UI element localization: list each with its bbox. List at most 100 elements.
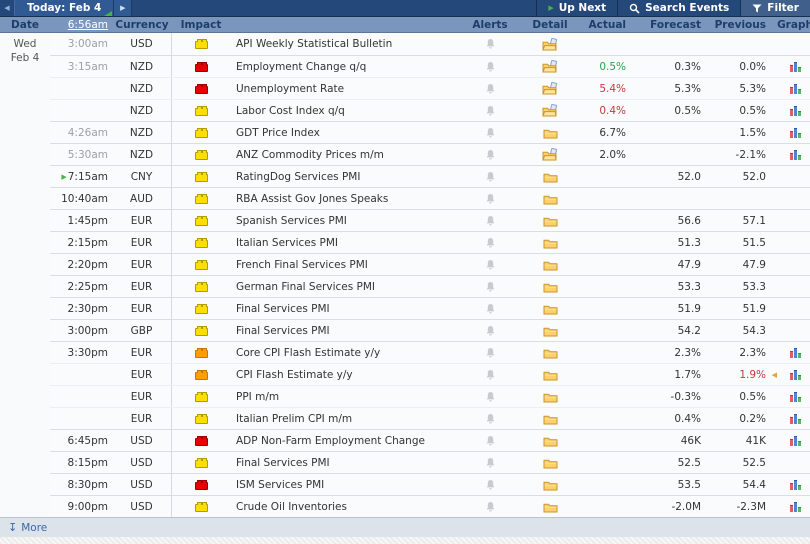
- detail-button[interactable]: [520, 276, 580, 297]
- alert-bell-icon[interactable]: [485, 347, 496, 359]
- detail-button[interactable]: [520, 122, 580, 143]
- event-title[interactable]: API Weekly Statistical Bulletin: [236, 38, 393, 50]
- detail-button[interactable]: [520, 496, 580, 517]
- search-events-button[interactable]: Search Events: [617, 0, 740, 16]
- event-title[interactable]: Italian Services PMI: [236, 236, 339, 249]
- graph-icon[interactable]: [789, 105, 801, 116]
- detail-button[interactable]: [520, 386, 580, 407]
- detail-button[interactable]: [520, 166, 580, 187]
- detail-button[interactable]: [520, 232, 580, 253]
- event-title[interactable]: RatingDog Services PMI: [236, 170, 361, 183]
- graph-icon[interactable]: [789, 501, 801, 512]
- event-title[interactable]: PPI m/m: [236, 390, 280, 403]
- event-time: 2:25pm: [67, 280, 108, 293]
- detail-button[interactable]: [520, 320, 580, 341]
- alert-bell-icon[interactable]: [485, 391, 496, 403]
- forecast-value: 0.4%: [674, 412, 701, 425]
- column-alerts: Alerts: [472, 18, 508, 31]
- today-tab[interactable]: Today: Feb 4: [14, 0, 115, 16]
- event-title[interactable]: ADP Non-Farm Employment Change: [236, 434, 425, 447]
- filter-button[interactable]: Filter: [740, 0, 810, 16]
- graph-icon[interactable]: [789, 391, 801, 402]
- alert-bell-icon[interactable]: [485, 259, 496, 271]
- graph-icon[interactable]: [789, 61, 801, 72]
- event-title[interactable]: French Final Services PMI: [236, 258, 368, 271]
- detail-button[interactable]: [520, 100, 580, 121]
- alert-bell-icon[interactable]: [485, 83, 496, 95]
- event-title[interactable]: CPI Flash Estimate y/y: [236, 368, 353, 381]
- alert-bell-icon[interactable]: [485, 237, 496, 249]
- detail-button[interactable]: [520, 474, 580, 495]
- event-title[interactable]: Italian Prelim CPI m/m: [236, 412, 353, 425]
- previous-cell: 41K ◀: [717, 430, 780, 451]
- graph-icon[interactable]: [789, 83, 801, 94]
- event-currency: AUD: [112, 188, 172, 209]
- alert-bell-icon[interactable]: [485, 149, 496, 161]
- event-title[interactable]: Final Services PMI: [236, 324, 330, 337]
- event-title[interactable]: ISM Services PMI: [236, 478, 325, 491]
- column-actual: Actual: [588, 18, 626, 31]
- graph-icon[interactable]: [789, 479, 801, 490]
- detail-button[interactable]: [520, 33, 580, 55]
- event-title[interactable]: Core CPI Flash Estimate y/y: [236, 346, 381, 359]
- alert-bell-icon[interactable]: [485, 38, 496, 50]
- event-title[interactable]: Final Services PMI: [236, 456, 330, 469]
- detail-button[interactable]: [520, 342, 580, 363]
- alert-bell-icon[interactable]: [485, 325, 496, 337]
- event-title[interactable]: Unemployment Rate: [236, 82, 345, 95]
- event-title[interactable]: GDT Price Index: [236, 126, 320, 139]
- graph-icon[interactable]: [789, 369, 801, 380]
- alert-bell-icon[interactable]: [485, 105, 496, 117]
- detail-button[interactable]: [520, 254, 580, 275]
- alert-bell-icon[interactable]: [485, 215, 496, 227]
- event-currency: CNY: [112, 166, 172, 187]
- up-next-button[interactable]: ▶ Up Next: [536, 0, 617, 16]
- prev-day-button[interactable]: ◀: [4, 4, 10, 12]
- event-currency: EUR: [112, 364, 172, 385]
- detail-button[interactable]: [520, 430, 580, 451]
- next-day-button[interactable]: ▶: [114, 0, 133, 16]
- detail-button[interactable]: [520, 56, 580, 77]
- alert-bell-icon[interactable]: [485, 303, 496, 315]
- alert-bell-icon[interactable]: [485, 61, 496, 73]
- detail-button[interactable]: [520, 188, 580, 209]
- alerts-cell: [460, 386, 520, 407]
- alert-bell-icon[interactable]: [485, 193, 496, 205]
- column-previous: Previous: [714, 18, 766, 31]
- detail-button[interactable]: [520, 298, 580, 319]
- graph-cell: [780, 452, 810, 473]
- alert-bell-icon[interactable]: [485, 127, 496, 139]
- alert-bell-icon[interactable]: [485, 435, 496, 447]
- detail-button[interactable]: [520, 364, 580, 385]
- impact-icon: [194, 281, 208, 292]
- forecast-value: [642, 33, 717, 55]
- alert-bell-icon[interactable]: [485, 369, 496, 381]
- alert-bell-icon[interactable]: [485, 501, 496, 513]
- detail-button[interactable]: [520, 78, 580, 99]
- current-time-link[interactable]: 6:56am: [67, 18, 108, 31]
- detail-button[interactable]: [520, 144, 580, 165]
- event-title[interactable]: RBA Assist Gov Jones Speaks: [236, 192, 389, 205]
- alert-bell-icon[interactable]: [485, 479, 496, 491]
- event-title[interactable]: ANZ Commodity Prices m/m: [236, 148, 384, 161]
- column-event: [230, 17, 460, 32]
- graph-icon[interactable]: [789, 413, 801, 424]
- alert-bell-icon[interactable]: [485, 457, 496, 469]
- event-title[interactable]: Employment Change q/q: [236, 60, 367, 73]
- event-title[interactable]: Final Services PMI: [236, 302, 330, 315]
- graph-icon[interactable]: [789, 127, 801, 138]
- alert-bell-icon[interactable]: [485, 281, 496, 293]
- graph-icon[interactable]: [789, 149, 801, 160]
- alert-bell-icon[interactable]: [485, 171, 496, 183]
- detail-button[interactable]: [520, 452, 580, 473]
- detail-button[interactable]: [520, 210, 580, 231]
- event-title[interactable]: German Final Services PMI: [236, 280, 376, 293]
- alert-bell-icon[interactable]: [485, 413, 496, 425]
- graph-icon[interactable]: [789, 347, 801, 358]
- graph-icon[interactable]: [789, 435, 801, 446]
- event-title[interactable]: Labor Cost Index q/q: [236, 104, 345, 117]
- more-button[interactable]: ↧ More: [8, 522, 47, 534]
- event-title[interactable]: Crude Oil Inventories: [236, 500, 347, 513]
- detail-button[interactable]: [520, 408, 580, 429]
- event-title[interactable]: Spanish Services PMI: [236, 214, 347, 227]
